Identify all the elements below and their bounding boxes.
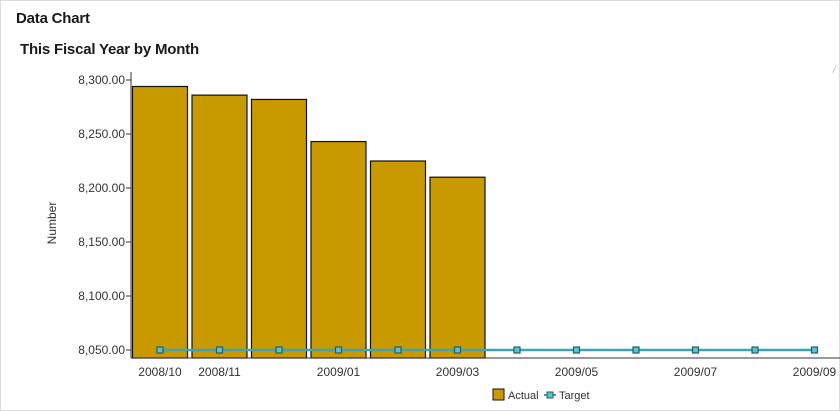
x-tick-label: 2008/10 [138, 365, 182, 379]
target-point-2009/08 [751, 346, 759, 354]
x-tick-label: 2008/11 [198, 365, 241, 379]
target-point-2009/01 [334, 346, 343, 354]
target-point-2008/10 [156, 346, 164, 354]
target-point-2009/07 [691, 346, 700, 354]
legend-swatch-actual [492, 388, 505, 401]
y-tick-label: 8,250.00 [78, 127, 125, 141]
x-tick-label: 2009/03 [436, 365, 480, 379]
legend-label-actual: Actual [508, 390, 539, 402]
y-tick-label: 8,300.00 [78, 73, 125, 87]
target-line-layer [156, 346, 819, 354]
bar-2008/11 [191, 94, 248, 359]
target-point-2009/09 [810, 346, 819, 354]
target-point-2009/06 [632, 346, 640, 354]
bar-2008/10 [131, 85, 189, 359]
target-point-2009/03 [453, 346, 462, 354]
bar-2009/02 [369, 160, 427, 359]
x-tick-label: 2009/05 [555, 365, 599, 379]
y-axis-title: Number [45, 202, 59, 245]
x-tick-label: 2009/07 [674, 365, 718, 379]
legend: Actual Target [492, 388, 590, 402]
panel-title: Data Chart [16, 10, 90, 27]
target-point-2009/02 [394, 346, 402, 354]
chart-title: This Fiscal Year by Month [20, 41, 199, 58]
axes-layer: 8,050.00 8,100.00 8,150.00 8,200.00 8,250.00… [45, 72, 840, 379]
x-tick-label: 2009/09 [793, 365, 837, 379]
y-tick-label: 8,150.00 [78, 235, 125, 249]
target-point-2008/12 [275, 346, 283, 354]
y-tick-label: 8,100.00 [78, 289, 125, 303]
y-tick-label: 8,050.00 [78, 343, 125, 357]
bar-2009/01 [310, 140, 367, 359]
target-point-2008/11 [215, 346, 224, 354]
target-point-2009/04 [513, 346, 521, 354]
bar-2009/03 [429, 176, 486, 359]
x-tick-label: 2009/01 [317, 365, 361, 379]
bars-layer [131, 85, 486, 359]
legend-marker-target [546, 391, 554, 399]
y-tick-label: 8,200.00 [78, 181, 125, 195]
target-point-2009/05 [572, 346, 581, 354]
bar-2008/12 [250, 98, 308, 359]
legend-label-target: Target [559, 390, 590, 402]
